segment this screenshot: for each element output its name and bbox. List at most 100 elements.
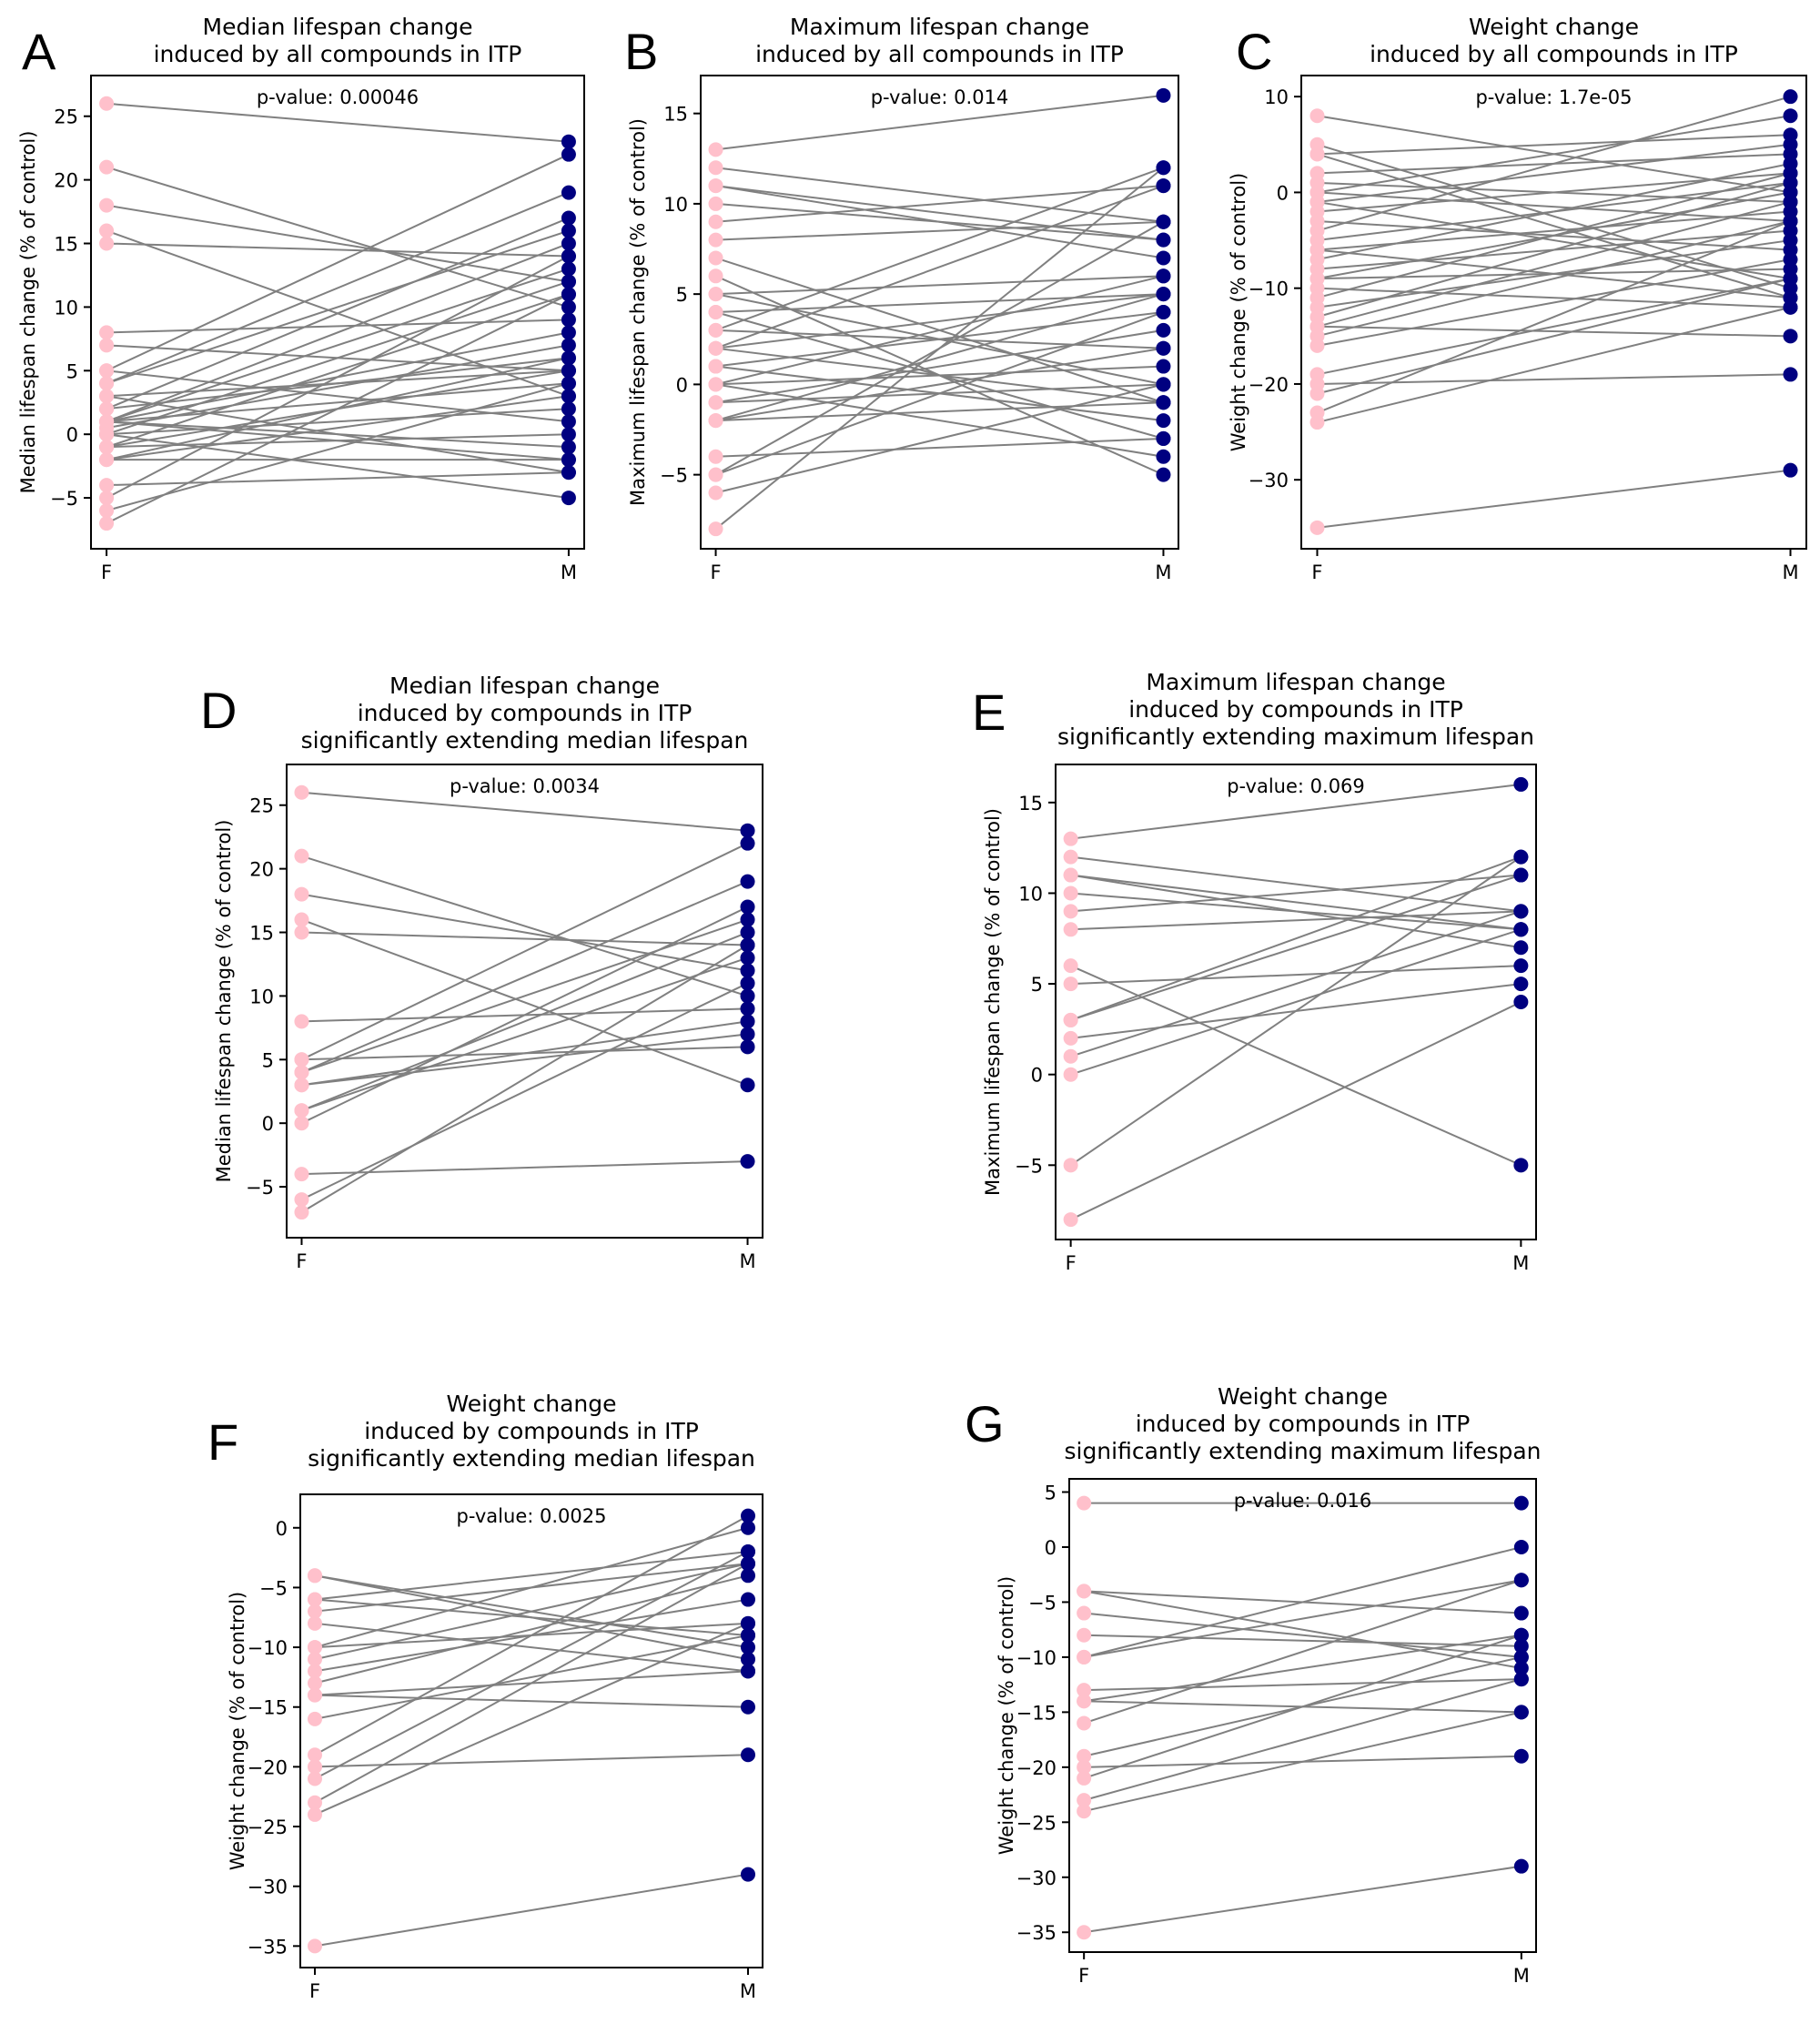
female-point xyxy=(308,1568,323,1584)
male-point xyxy=(1783,175,1798,190)
male-point xyxy=(740,835,755,851)
y-tick-label: 20 xyxy=(54,170,78,192)
axes-frame xyxy=(1300,75,1807,550)
male-point xyxy=(561,401,576,417)
chart-title-line: induced by all compounds in ITP xyxy=(154,41,522,67)
female-point xyxy=(308,1759,323,1775)
male-point xyxy=(1156,322,1171,338)
female-point xyxy=(99,325,115,340)
pair-line xyxy=(1070,965,1522,986)
pair-line xyxy=(1084,1634,1522,1703)
male-point xyxy=(740,1664,755,1679)
chart-title-line: induced by all compounds in ITP xyxy=(755,41,1124,67)
female-point xyxy=(99,197,115,213)
female-point xyxy=(308,1938,323,1954)
y-tick-label: −5 xyxy=(50,488,78,510)
y-axis-label: Weight change (% of control) xyxy=(1228,173,1249,452)
pair-line xyxy=(1317,143,1791,289)
female-point xyxy=(1063,922,1078,937)
male-point xyxy=(1156,250,1171,266)
female-point xyxy=(1077,1759,1092,1775)
male-point xyxy=(740,976,755,991)
pair-line xyxy=(1083,1579,1522,1725)
female-point xyxy=(294,1116,309,1131)
female-point xyxy=(708,142,723,157)
pair-line xyxy=(106,255,570,499)
pair-line xyxy=(1317,181,1791,319)
y-tick-label: 15 xyxy=(663,104,688,126)
female-point xyxy=(708,305,723,319)
pair-line xyxy=(314,1694,749,1708)
male-point xyxy=(1783,108,1798,124)
male-point xyxy=(740,1747,755,1763)
pair-line xyxy=(715,401,1164,422)
male-point xyxy=(1783,89,1798,105)
female-point xyxy=(1077,1683,1092,1698)
male-point xyxy=(740,950,755,966)
pair-line xyxy=(1083,1546,1522,1658)
x-tick-label: M xyxy=(1513,1965,1530,1987)
male-point xyxy=(561,427,576,442)
y-tick-label: −10 xyxy=(248,1637,288,1659)
y-axis-label: Weight change (% of control) xyxy=(227,1592,248,1871)
male-point xyxy=(740,899,755,915)
y-tick-label: −10 xyxy=(1016,1647,1057,1669)
axes-frame xyxy=(286,764,763,1239)
female-point xyxy=(1063,1030,1078,1046)
pair-line xyxy=(106,268,570,423)
chart-title-line: Weight change xyxy=(1218,1383,1388,1410)
female-point xyxy=(308,1604,323,1619)
chart-title-line: significantly extending median lifespan xyxy=(308,1445,755,1472)
female-point xyxy=(99,452,115,468)
male-point xyxy=(1156,232,1171,248)
male-point xyxy=(561,312,576,328)
pair-line xyxy=(715,275,1164,386)
y-tick-label: −30 xyxy=(248,1877,288,1898)
male-point xyxy=(1783,252,1798,268)
male-point xyxy=(1156,449,1171,464)
y-tick-label: 0 xyxy=(262,1113,274,1135)
y-tick-label: −20 xyxy=(1016,1757,1057,1779)
male-point xyxy=(740,937,755,953)
female-point xyxy=(708,160,723,176)
male-point xyxy=(1156,160,1171,176)
female-point xyxy=(99,401,115,417)
female-point xyxy=(1077,1748,1092,1764)
female-point xyxy=(1077,1649,1092,1665)
pair-line xyxy=(715,293,1164,313)
male-point xyxy=(1156,214,1171,229)
female-point xyxy=(1077,1694,1092,1709)
male-point xyxy=(1513,776,1529,792)
male-point xyxy=(1513,1495,1529,1511)
x-tick-label: F xyxy=(296,1250,307,1272)
y-tick-label: 0 xyxy=(66,424,78,446)
pair-line xyxy=(301,918,748,1074)
female-point xyxy=(308,1652,323,1667)
y-tick-label: 25 xyxy=(54,106,78,128)
female-point xyxy=(308,1640,323,1655)
male-point xyxy=(561,350,576,366)
female-point xyxy=(308,1675,323,1691)
pair-line xyxy=(106,420,569,449)
y-tick-label: −25 xyxy=(1016,1812,1057,1834)
y-tick-label: 15 xyxy=(1018,793,1043,815)
male-point xyxy=(740,874,755,889)
male-point xyxy=(561,261,576,277)
pair-line xyxy=(1317,134,1791,156)
chart-title-line: induced by compounds in ITP xyxy=(364,1418,699,1444)
pair-line xyxy=(106,217,570,410)
y-tick-label: −5 xyxy=(660,465,688,487)
male-point xyxy=(1513,977,1529,992)
chart-title-line: Weight change xyxy=(1469,14,1639,40)
male-point xyxy=(1513,1858,1529,1874)
x-tick-label: M xyxy=(1155,562,1171,583)
female-point xyxy=(99,363,115,379)
pair-line xyxy=(1070,1001,1522,1220)
male-point xyxy=(740,925,755,940)
pair-line xyxy=(1070,855,1522,1167)
female-point xyxy=(1063,1048,1078,1064)
x-tick-label: M xyxy=(1512,1252,1529,1274)
pair-line xyxy=(715,437,1164,458)
y-tick-label: −15 xyxy=(248,1697,288,1719)
